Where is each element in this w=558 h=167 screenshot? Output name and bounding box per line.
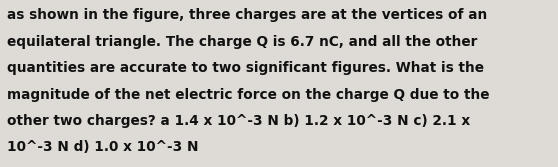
Text: other two charges? a 1.4 x 10^-3 N b) 1.2 x 10^-3 N c) 2.1 x: other two charges? a 1.4 x 10^-3 N b) 1.… (7, 114, 470, 128)
Text: 10^-3 N d) 1.0 x 10^-3 N: 10^-3 N d) 1.0 x 10^-3 N (7, 140, 199, 154)
Text: quantities are accurate to two significant figures. What is the: quantities are accurate to two significa… (7, 61, 484, 75)
Text: equilateral triangle. The charge Q is 6.7 nC, and all the other: equilateral triangle. The charge Q is 6.… (7, 35, 478, 49)
Text: as shown in the figure, three charges are at the vertices of an: as shown in the figure, three charges ar… (7, 8, 488, 22)
Text: magnitude of the net electric force on the charge Q due to the: magnitude of the net electric force on t… (7, 88, 490, 102)
